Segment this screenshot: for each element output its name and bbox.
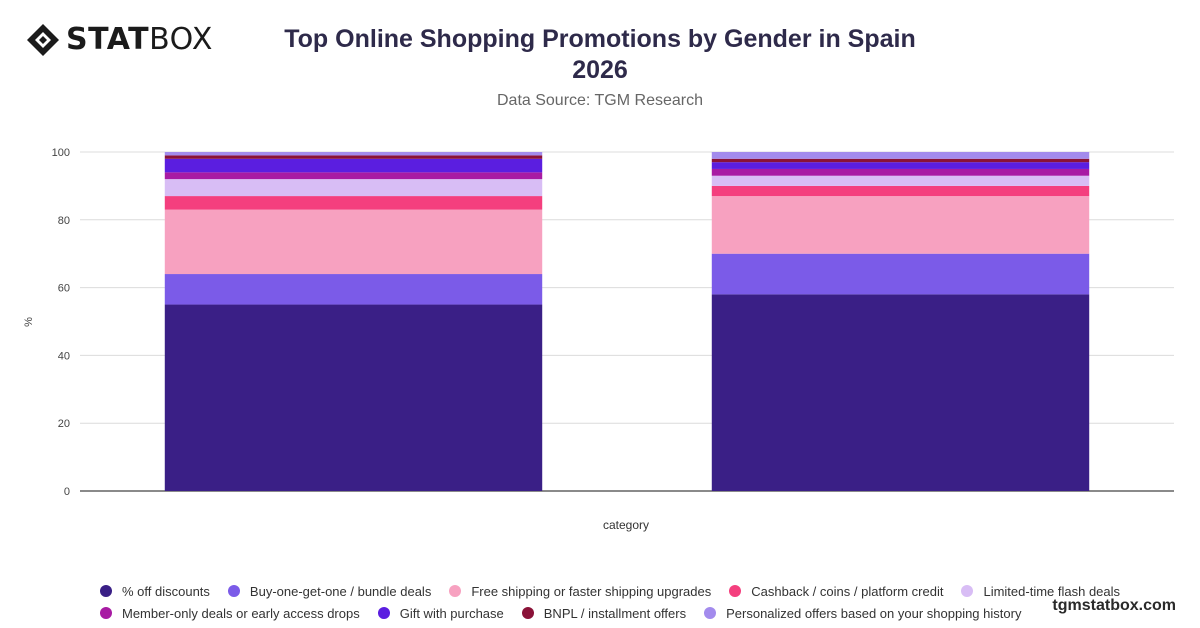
bar-segment xyxy=(711,158,1090,163)
legend-label: Free shipping or faster shipping upgrade… xyxy=(471,583,712,599)
bar-segment xyxy=(164,158,543,173)
legend-item: BNPL / installment offers xyxy=(521,605,687,621)
bar-segment xyxy=(164,155,543,159)
y-axis-label: % xyxy=(23,317,35,327)
logo-text: STATBOX xyxy=(66,22,213,58)
legend-item: Personalized offers based on your shoppi… xyxy=(704,606,1021,621)
legend-dot-icon xyxy=(704,607,717,619)
bar-segment xyxy=(164,172,543,180)
legend-dot-icon xyxy=(521,607,534,619)
y-tick-label: 100 xyxy=(52,147,70,159)
bars xyxy=(164,152,1090,491)
legend-label: % off discounts xyxy=(122,583,210,599)
bar-segment xyxy=(711,152,1090,159)
y-tick-label: 40 xyxy=(58,350,70,362)
x-axis-label: category xyxy=(603,518,649,532)
legend-label: Cashback / coins / platform credit xyxy=(751,583,944,599)
legend-dot-icon xyxy=(449,585,462,597)
legend-label: Member-only deals or early access drops xyxy=(122,605,360,621)
bar-segment xyxy=(711,168,1090,176)
chart-title-line2: 2026 xyxy=(572,56,628,84)
chart-subtitle: Data Source: TGM Research xyxy=(496,92,703,109)
bar-segment xyxy=(164,152,543,156)
bar-segment xyxy=(711,253,1090,295)
bar-segment xyxy=(164,209,543,275)
y-tick-label: 80 xyxy=(58,215,70,227)
diamond-logo-icon xyxy=(27,24,59,56)
bar-segment xyxy=(711,196,1090,254)
legend-item: Limited-time flash deals xyxy=(961,584,1120,599)
logo-text-bold: STAT xyxy=(66,22,150,57)
bar-segment xyxy=(164,196,543,210)
legend-dot-icon xyxy=(100,607,112,619)
legend-label: BNPL / installment offers xyxy=(543,605,687,621)
y-tick-labels: 0 20 40 60 80 100 xyxy=(52,147,70,498)
legend-dot-icon xyxy=(100,585,112,597)
legend-item: Buy-one-get-one / bundle deals xyxy=(227,583,432,599)
legend-label: Limited-time flash deals xyxy=(983,583,1121,599)
legend-item: Gift with purchase xyxy=(377,605,504,621)
y-tick-label: 0 xyxy=(64,486,70,498)
legend-dot-icon xyxy=(377,607,390,619)
legend-item: % off discounts xyxy=(100,584,210,599)
y-tick-label: 20 xyxy=(58,418,70,430)
bar-segment xyxy=(164,304,543,491)
legend-dot-icon xyxy=(729,585,742,597)
legend-label: Personalized offers based on your shoppi… xyxy=(726,605,1022,621)
y-tick-label: 60 xyxy=(58,283,70,295)
legend-dot-icon xyxy=(227,585,240,597)
legend-row: % off discounts Buy-one-get-one / bundle … xyxy=(100,580,1140,602)
legend-label: Gift with purchase xyxy=(399,605,504,621)
legend-row: Member-only deals or early access drops G… xyxy=(100,602,1140,624)
statbox-logo: STATBOX xyxy=(26,22,213,58)
chart-legend: % off discounts Buy-one-get-one / bundle … xyxy=(100,580,1140,624)
bar-segment xyxy=(164,179,543,197)
legend-dot-icon xyxy=(961,585,974,597)
legend-item: Member-only deals or early access drops xyxy=(100,606,360,621)
bar-segment xyxy=(711,185,1090,197)
bar-segment xyxy=(711,175,1090,186)
bar-segment xyxy=(164,274,543,305)
bar-segment xyxy=(711,162,1090,169)
watermark: tgmstatbox.com xyxy=(1052,597,1176,614)
legend-item: Cashback / coins / platform credit xyxy=(729,584,943,599)
legend-item: Free shipping or faster shipping upgrade… xyxy=(449,584,711,599)
chart-title: Top Online Shopping Promotions by Gender… xyxy=(200,24,1000,86)
logo-text-light: BOX xyxy=(149,22,213,57)
bar-segment xyxy=(711,294,1090,491)
legend-label: Buy-one-get-one / bundle deals xyxy=(249,583,432,599)
chart-title-line1: Top Online Shopping Promotions by Gender… xyxy=(284,25,916,53)
